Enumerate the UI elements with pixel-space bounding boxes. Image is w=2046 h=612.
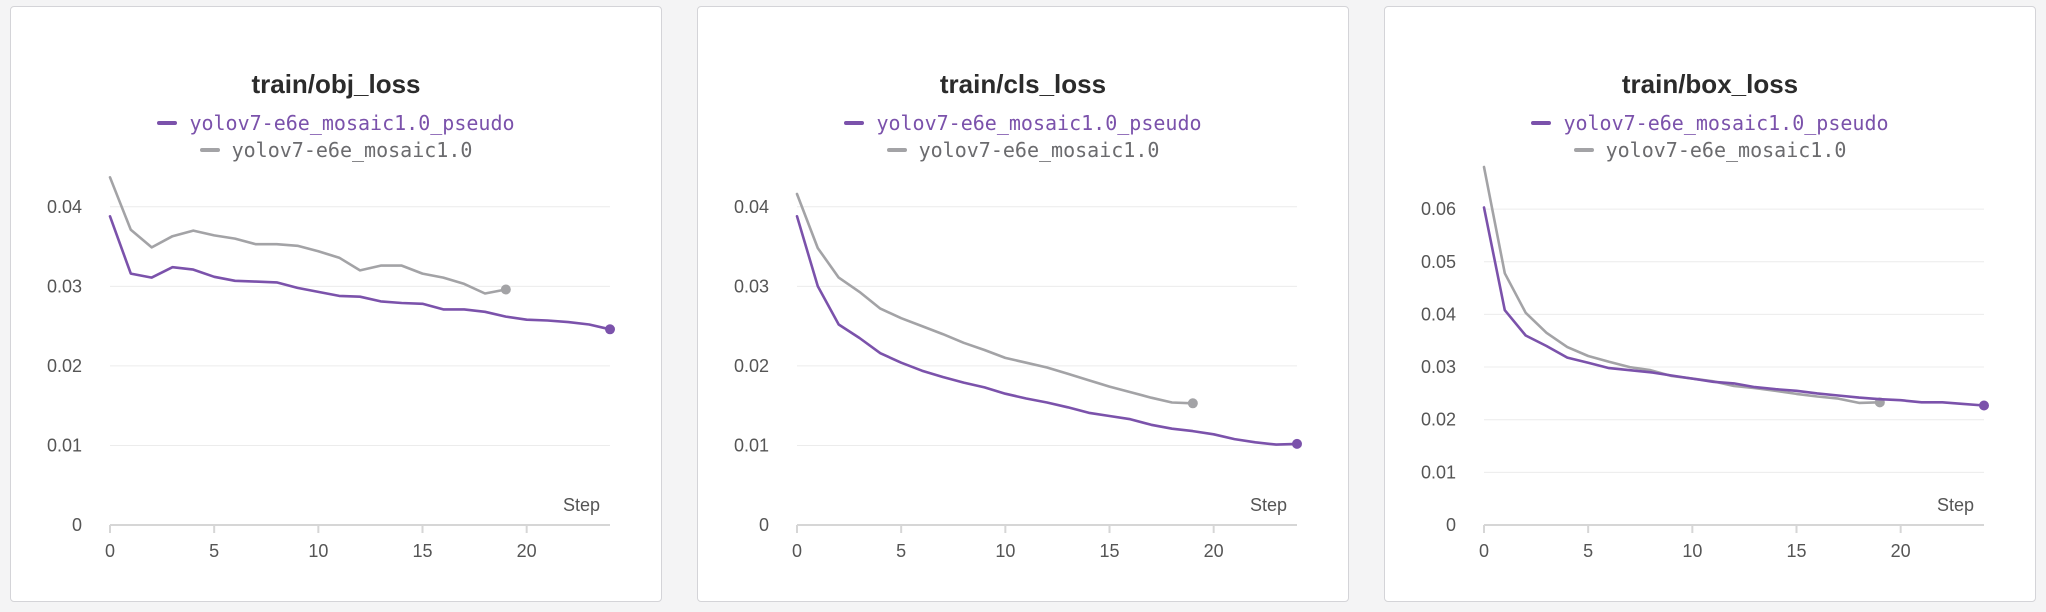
y-tick-label: 0.01 [734, 435, 769, 455]
x-tick-label: 5 [209, 541, 219, 561]
x-tick-label: 10 [1682, 541, 1702, 561]
series-end-point-0 [1292, 438, 1302, 449]
legend-item-baseline[interactable]: yolov7-e6e_mosaic1.0 [11, 136, 661, 163]
y-tick-label: 0.01 [1421, 462, 1456, 482]
legend-label: yolov7-e6e_mosaic1.0_pseudo [876, 110, 1202, 135]
legend-swatch [844, 120, 865, 125]
chart-panel-box-loss: train/box_loss yolov7-e6e_mosaic1.0_pseu… [1384, 6, 2036, 602]
legend-label: yolov7-e6e_mosaic1.0_pseudo [189, 110, 515, 135]
legend[interactable]: yolov7-e6e_mosaic1.0_pseudo yolov7-e6e_m… [1385, 109, 2035, 163]
legend-label: yolov7-e6e_mosaic1.0 [231, 137, 473, 162]
legend-item-pseudo[interactable]: yolov7-e6e_mosaic1.0_pseudo [1385, 109, 2035, 136]
legend-item-pseudo[interactable]: yolov7-e6e_mosaic1.0_pseudo [698, 109, 1348, 136]
legend-label: yolov7-e6e_mosaic1.0 [918, 137, 1160, 162]
y-tick-label: 0.04 [47, 197, 82, 217]
legend-swatch [1573, 147, 1594, 152]
series-end-point-0 [605, 324, 615, 335]
y-tick-label: 0.04 [734, 197, 769, 217]
x-tick-label: 15 [1786, 541, 1806, 561]
y-tick-label: 0.04 [1421, 304, 1456, 324]
y-tick-label: 0 [72, 515, 82, 535]
x-tick-label: 20 [1204, 541, 1224, 561]
y-tick-label: 0.03 [734, 276, 769, 296]
y-tick-label: 0.02 [734, 356, 769, 376]
legend-swatch [199, 147, 220, 152]
x-tick-label: 20 [1891, 541, 1911, 561]
y-tick-label: 0 [759, 515, 769, 535]
series-end-point-1 [1187, 398, 1198, 409]
x-tick-label: 15 [412, 541, 432, 561]
y-tick-label: 0.02 [47, 356, 82, 376]
series-line-0 [108, 215, 612, 331]
x-tick-label: 10 [995, 541, 1015, 561]
series-end-point-0 [1979, 400, 1989, 411]
chart-title: train/cls_loss [939, 69, 1107, 99]
x-axis-label: Step [1250, 495, 1287, 515]
y-tick-label: 0.03 [47, 276, 82, 296]
x-tick-label: 5 [896, 541, 906, 561]
legend-swatch [1531, 120, 1552, 125]
legend-item-baseline[interactable]: yolov7-e6e_mosaic1.0 [698, 136, 1348, 163]
y-tick-label: 0.03 [1421, 357, 1456, 377]
plot-area[interactable]: 0 0.01 0.02 0.03 0.04 0 5 10 15 20 Step [11, 7, 661, 601]
series-line-1 [108, 176, 508, 295]
series-line-0 [795, 215, 1299, 446]
x-tick-label: 15 [1099, 541, 1119, 561]
x-axis-label: Step [1937, 495, 1974, 515]
x-tick-label: 5 [1583, 541, 1593, 561]
y-tick-label: 0.06 [1421, 199, 1456, 219]
series-line-1 [795, 192, 1195, 405]
legend[interactable]: yolov7-e6e_mosaic1.0_pseudo yolov7-e6e_m… [698, 109, 1348, 163]
plot-area[interactable]: 0 0.01 0.02 0.03 0.04 0.05 0.06 0 5 10 15 20 Step [1385, 7, 2035, 601]
legend-item-pseudo[interactable]: yolov7-e6e_mosaic1.0_pseudo [11, 109, 661, 136]
x-tick-label: 10 [308, 541, 328, 561]
chart-panel-cls-loss: train/cls_loss yolov7-e6e_mosaic1.0_pseu… [697, 6, 1349, 602]
legend[interactable]: yolov7-e6e_mosaic1.0_pseudo yolov7-e6e_m… [11, 109, 661, 163]
x-axis-label: Step [563, 495, 600, 515]
legend-item-baseline[interactable]: yolov7-e6e_mosaic1.0 [1385, 136, 2035, 163]
y-tick-label: 0.02 [1421, 410, 1456, 430]
x-tick-label: 0 [105, 541, 115, 561]
y-tick-label: 0.01 [47, 435, 82, 455]
series-line-0 [1482, 206, 1986, 407]
y-tick-label: 0 [1446, 515, 1456, 535]
chart-title: train/obj_loss [251, 69, 421, 99]
legend-label: yolov7-e6e_mosaic1.0_pseudo [1563, 110, 1889, 135]
y-tick-label: 0.05 [1421, 252, 1456, 272]
chart-title: train/box_loss [1621, 69, 1799, 99]
series-end-point-1 [500, 284, 511, 295]
x-tick-label: 0 [792, 541, 802, 561]
legend-swatch [157, 120, 178, 125]
chart-panel-obj-loss: train/obj_loss yolov7-e6e_mosaic1.0_pseu… [10, 6, 662, 602]
legend-swatch [886, 147, 907, 152]
plot-area[interactable]: 0 0.01 0.02 0.03 0.04 0 5 10 15 20 Step [698, 7, 1348, 601]
x-tick-label: 0 [1479, 541, 1489, 561]
legend-label: yolov7-e6e_mosaic1.0 [1605, 137, 1847, 162]
x-tick-label: 20 [517, 541, 537, 561]
